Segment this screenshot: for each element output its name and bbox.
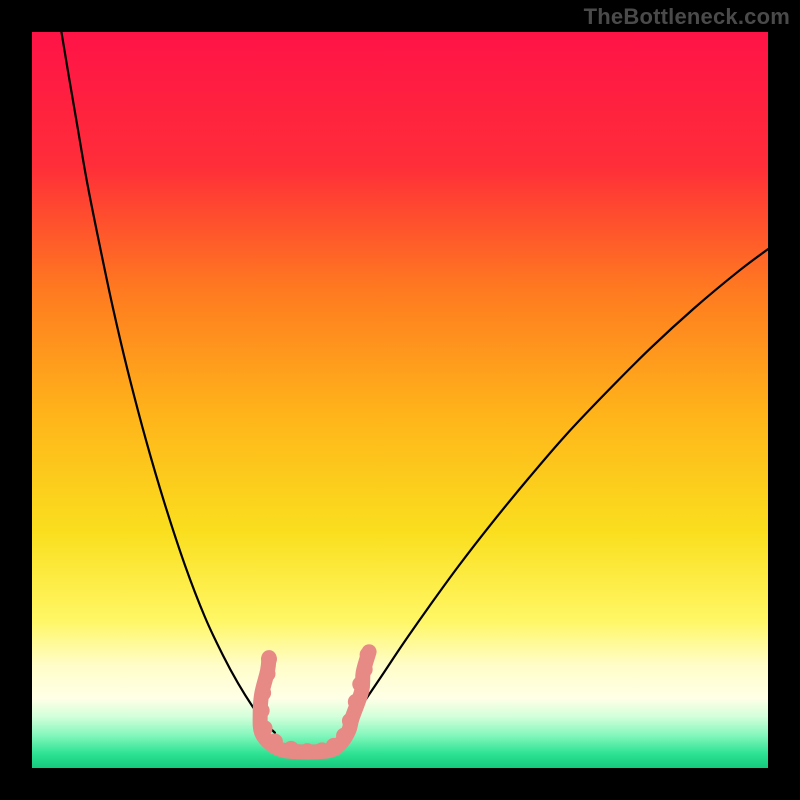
highlight-dot — [357, 661, 373, 677]
highlight-dot — [254, 703, 270, 719]
highlight-dot — [299, 743, 315, 759]
bottleneck-chart — [0, 0, 800, 800]
highlight-dot — [255, 685, 271, 701]
highlight-dot — [261, 651, 277, 667]
chart-stage: TheBottleneck.com — [0, 0, 800, 800]
highlight-dot — [352, 676, 368, 692]
highlight-dot — [283, 741, 299, 757]
gradient-plot-area — [32, 32, 768, 768]
highlight-dot — [260, 666, 276, 682]
highlight-dot — [257, 720, 273, 736]
highlight-dot — [342, 713, 358, 729]
watermark-text: TheBottleneck.com — [584, 4, 790, 30]
highlight-dot — [348, 694, 364, 710]
highlight-dot — [360, 647, 376, 663]
highlight-dot — [336, 728, 352, 744]
highlight-dot — [267, 734, 283, 750]
